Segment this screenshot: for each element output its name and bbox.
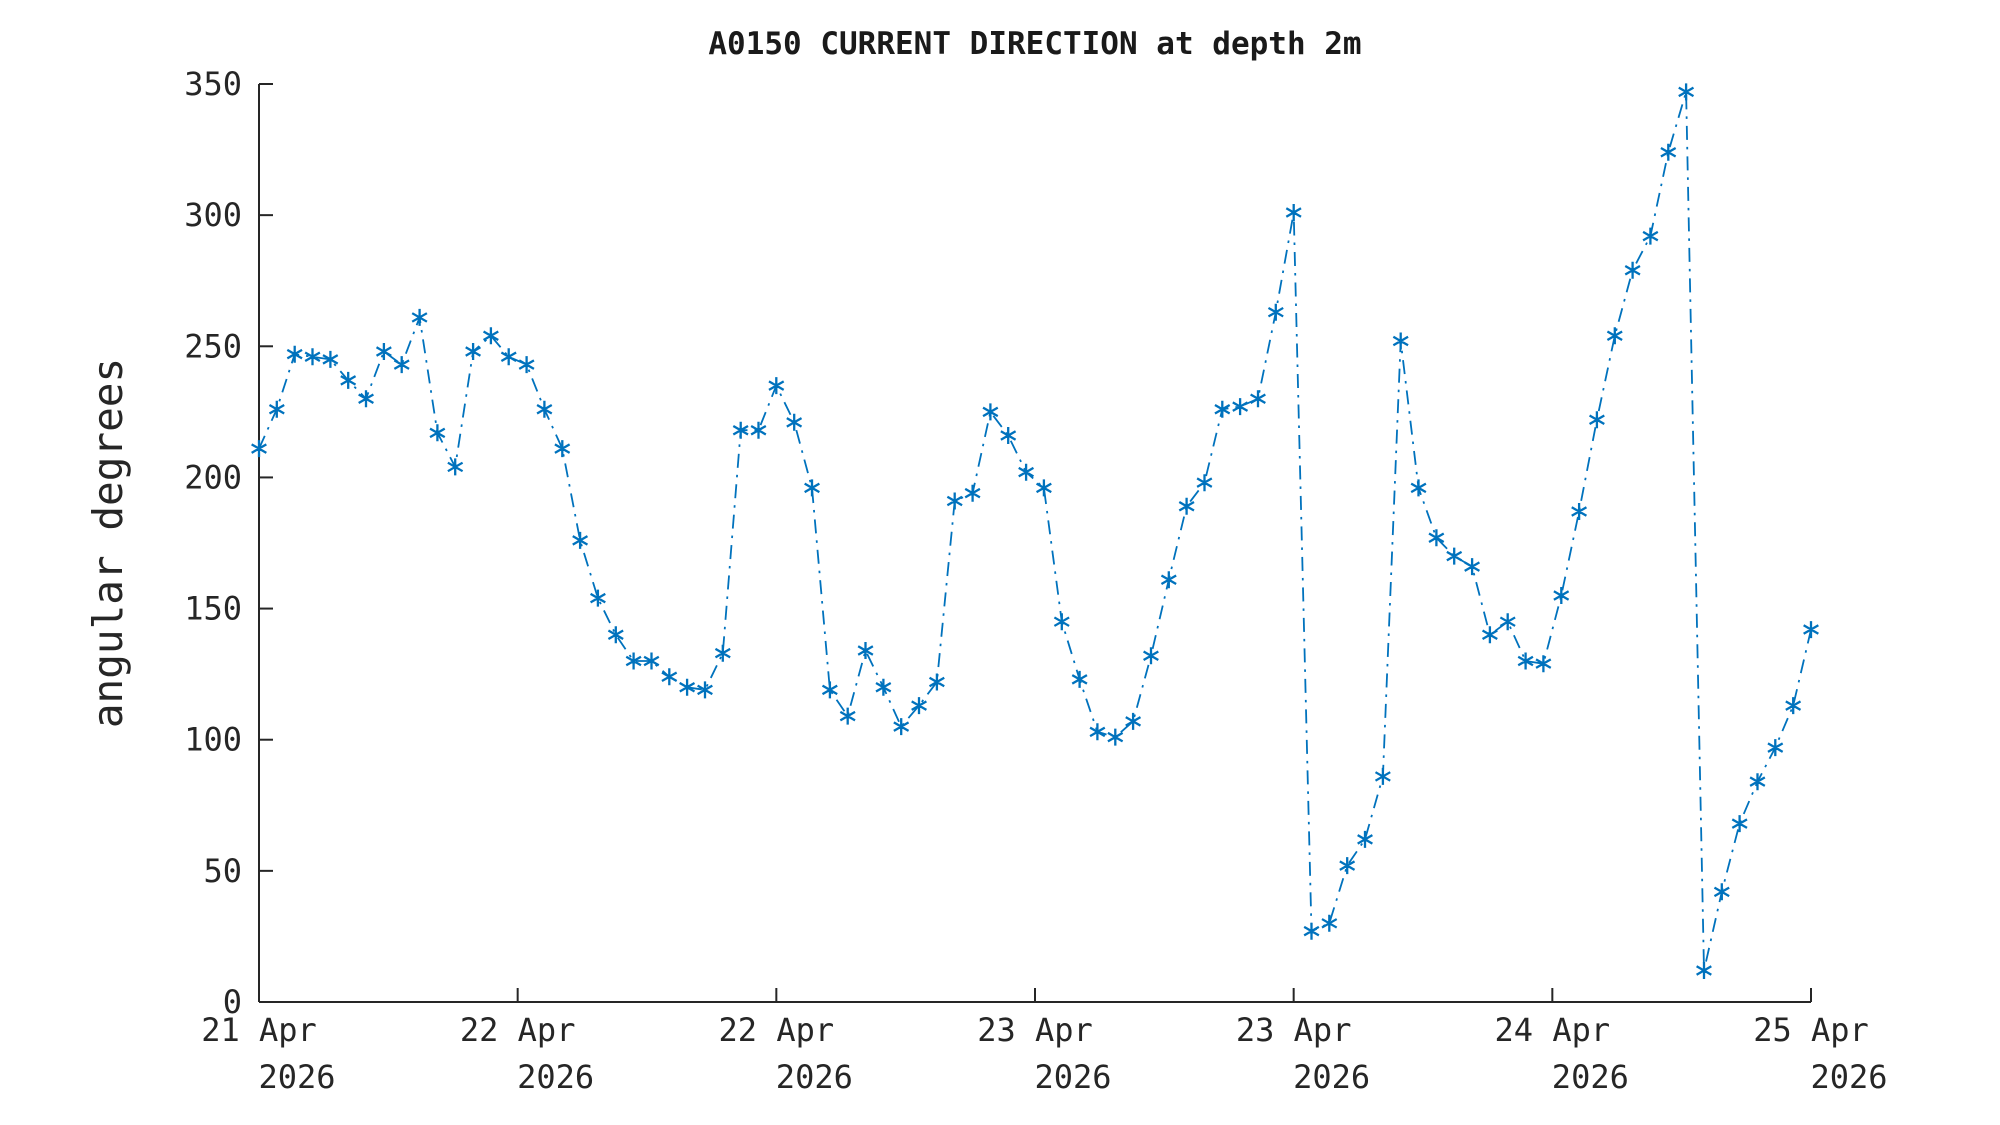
x-tick-label-date: 22 Apr xyxy=(460,1011,576,1049)
x-tick-label-date: 23 Apr xyxy=(977,1011,1093,1049)
y-tick-label: 100 xyxy=(184,721,242,759)
x-tick-label-year: 2026 xyxy=(1552,1058,1629,1096)
x-tick-label-date: 23 Apr xyxy=(1236,1011,1352,1049)
x-tick-label-year: 2026 xyxy=(258,1058,335,1096)
y-axis-label: angular degrees xyxy=(84,358,132,728)
x-tick-label-year: 2026 xyxy=(776,1058,853,1096)
x-tick-label-date: 24 Apr xyxy=(1495,1011,1611,1049)
x-tick-label-year: 2026 xyxy=(1293,1058,1370,1096)
y-tick-label: 200 xyxy=(184,458,242,496)
x-tick-label-date: 21 Apr xyxy=(201,1011,317,1049)
x-tick-label-year: 2026 xyxy=(1810,1058,1887,1096)
y-tick-label: 150 xyxy=(184,590,242,628)
data-line xyxy=(258,91,1812,971)
x-tick-label-date: 22 Apr xyxy=(719,1011,835,1049)
y-tick-label: 250 xyxy=(184,327,242,365)
chart-title: A0150 CURRENT DIRECTION at depth 2m xyxy=(708,26,1361,62)
data-markers xyxy=(251,83,1819,979)
y-tick-label: 50 xyxy=(203,852,242,890)
y-tick-label: 0 xyxy=(223,983,242,1021)
data-series xyxy=(251,83,1819,979)
y-tick-label: 300 xyxy=(184,196,242,234)
x-tick-label-year: 2026 xyxy=(1034,1058,1111,1096)
y-tick-label: 350 xyxy=(184,65,242,103)
axes: 0 50 100 150 200 250 300 350 21 Apr 2026 22 Apr 202… xyxy=(184,65,1887,1096)
x-tick-label-date: 25 Apr xyxy=(1753,1011,1869,1049)
x-tick-label-year: 2026 xyxy=(517,1058,594,1096)
